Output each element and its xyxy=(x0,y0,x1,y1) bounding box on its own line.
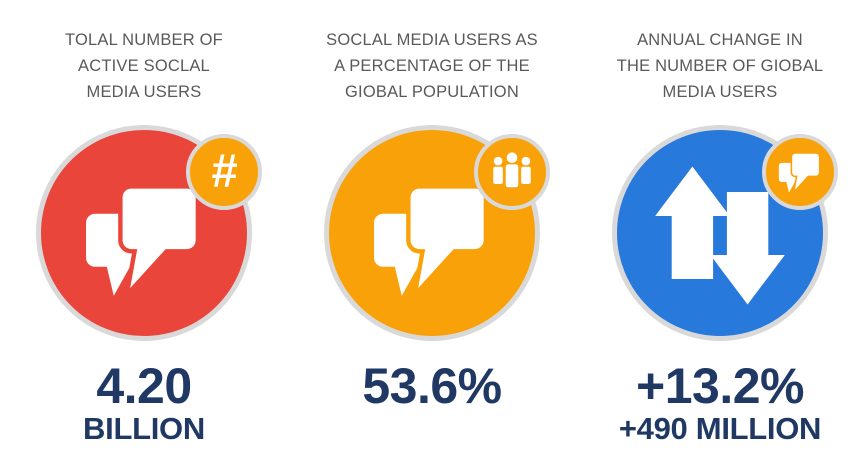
title-line: TOLAL NUMBER OF xyxy=(65,31,223,49)
stat-circle-wrap xyxy=(612,125,838,341)
chat-badge xyxy=(762,134,838,210)
title-line: THE NUMBER OF GIOBAL xyxy=(616,57,824,75)
chat-bubbles-icon xyxy=(374,184,489,296)
stat-value: 4.20 xyxy=(96,358,192,414)
people-badge xyxy=(474,134,550,210)
chat-bubbles-icon xyxy=(86,184,201,296)
stat-circle-wrap: # xyxy=(36,125,262,341)
title-line: MEDIA USERS xyxy=(662,83,778,101)
orange-stat-circle xyxy=(324,125,540,341)
chat-bubbles-icon xyxy=(778,152,821,193)
title-line: ACTIVE SOCLAL xyxy=(78,57,210,75)
hashtag-icon: # xyxy=(210,143,238,197)
stat-value-sub: +490 MILLION xyxy=(618,411,822,446)
people-group-icon xyxy=(493,151,531,187)
stat-card-annual-change: ANNUAL CHANGE IN THE NUMBER OF GIOBAL ME… xyxy=(576,0,864,465)
stat-card-active-users: TOLAL NUMBER OF ACTIVE SOCLAL MEDIA USER… xyxy=(0,0,288,465)
stat-value: 53.6% xyxy=(362,358,502,414)
title-line: MEDIA USERS xyxy=(86,83,202,101)
stat-value: +13.2% xyxy=(636,358,804,414)
title-line: A PERCENTAGE OF THE xyxy=(334,57,530,75)
title-line: ANNUAL CHANGE IN xyxy=(637,31,803,49)
title-line: GIOBAL POPULATION xyxy=(345,83,519,101)
card-title: SOCLAL MEDIA USERS AS A PERCENTAGE OF TH… xyxy=(326,27,538,105)
card-title: TOLAL NUMBER OF ACTIVE SOCLAL MEDIA USER… xyxy=(65,27,223,105)
up-down-arrows-icon xyxy=(655,166,785,305)
stat-card-percentage: SOCLAL MEDIA USERS AS A PERCENTAGE OF TH… xyxy=(288,0,576,465)
hashtag-badge: # xyxy=(186,134,262,210)
title-line: SOCLAL MEDIA USERS AS xyxy=(326,31,538,49)
stat-value-sub: BILLION xyxy=(83,411,205,446)
card-title: ANNUAL CHANGE IN THE NUMBER OF GIOBAL ME… xyxy=(617,27,824,105)
stat-circle-wrap xyxy=(324,125,550,341)
